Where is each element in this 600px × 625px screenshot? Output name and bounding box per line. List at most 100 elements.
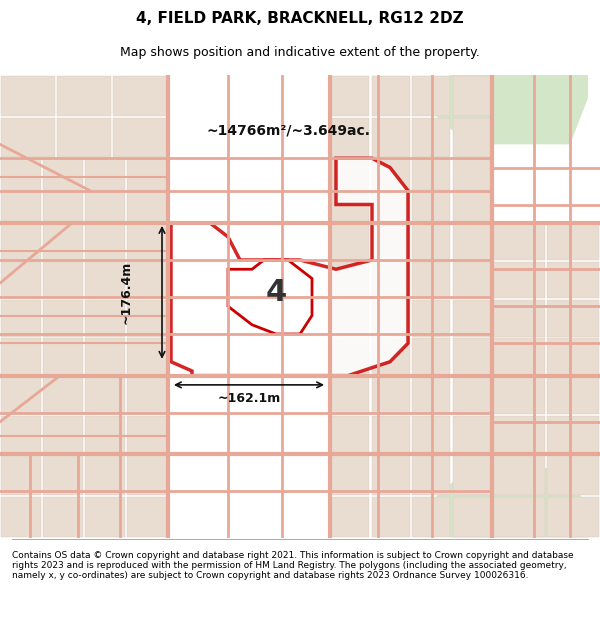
- Bar: [493, 376, 545, 414]
- Bar: [331, 376, 370, 414]
- Bar: [453, 159, 491, 190]
- Bar: [547, 300, 599, 336]
- Bar: [493, 416, 545, 453]
- Bar: [547, 416, 599, 453]
- Bar: [372, 497, 410, 537]
- Bar: [1, 191, 41, 222]
- Bar: [547, 262, 599, 298]
- Bar: [113, 76, 167, 116]
- Bar: [85, 224, 125, 260]
- Bar: [331, 191, 370, 222]
- Bar: [85, 191, 125, 222]
- Bar: [127, 159, 167, 190]
- Bar: [331, 300, 370, 336]
- Bar: [127, 416, 167, 453]
- Bar: [453, 455, 491, 495]
- Bar: [412, 224, 451, 260]
- Bar: [127, 338, 167, 375]
- Bar: [1, 262, 41, 298]
- Bar: [372, 159, 410, 190]
- Bar: [547, 455, 599, 495]
- Bar: [372, 376, 410, 414]
- Bar: [453, 191, 491, 222]
- Bar: [1, 224, 41, 260]
- Bar: [412, 416, 451, 453]
- Bar: [1, 118, 55, 158]
- Bar: [85, 262, 125, 298]
- Bar: [85, 455, 125, 495]
- Bar: [331, 224, 370, 260]
- Bar: [412, 262, 451, 298]
- Bar: [127, 497, 167, 537]
- Bar: [43, 300, 83, 336]
- Bar: [85, 300, 125, 336]
- Bar: [372, 262, 410, 298]
- Bar: [493, 455, 545, 495]
- Text: Contains OS data © Crown copyright and database right 2021. This information is : Contains OS data © Crown copyright and d…: [12, 551, 574, 581]
- Bar: [331, 497, 370, 537]
- Bar: [372, 416, 410, 453]
- Bar: [547, 497, 599, 537]
- Bar: [43, 416, 83, 453]
- Bar: [1, 300, 41, 336]
- Bar: [372, 455, 410, 495]
- Bar: [127, 191, 167, 222]
- Bar: [43, 191, 83, 222]
- Bar: [1, 338, 41, 375]
- Bar: [85, 376, 125, 414]
- Bar: [57, 76, 111, 116]
- Bar: [453, 224, 491, 260]
- Bar: [85, 159, 125, 190]
- Bar: [412, 118, 451, 158]
- Bar: [412, 191, 451, 222]
- Bar: [493, 338, 545, 375]
- Bar: [453, 338, 491, 375]
- Bar: [372, 300, 410, 336]
- Bar: [372, 76, 410, 116]
- Bar: [127, 224, 167, 260]
- Text: 4: 4: [265, 278, 287, 307]
- Bar: [412, 300, 451, 336]
- Bar: [127, 262, 167, 298]
- Bar: [85, 416, 125, 453]
- Bar: [493, 262, 545, 298]
- Bar: [372, 191, 410, 222]
- Bar: [493, 497, 545, 537]
- Bar: [412, 455, 451, 495]
- Bar: [412, 159, 451, 190]
- Text: ~14766m²/~3.649ac.: ~14766m²/~3.649ac.: [206, 124, 370, 138]
- Bar: [43, 497, 83, 537]
- Bar: [412, 376, 451, 414]
- Bar: [331, 455, 370, 495]
- Bar: [453, 376, 491, 414]
- Bar: [57, 118, 111, 158]
- Bar: [1, 416, 41, 453]
- Bar: [453, 416, 491, 453]
- Bar: [453, 76, 491, 116]
- Bar: [1, 76, 55, 116]
- Bar: [43, 338, 83, 375]
- Bar: [331, 76, 370, 116]
- Bar: [331, 338, 370, 375]
- Bar: [85, 338, 125, 375]
- Text: ~162.1m: ~162.1m: [217, 392, 281, 405]
- Bar: [127, 376, 167, 414]
- Bar: [43, 455, 83, 495]
- Bar: [453, 118, 491, 158]
- Bar: [1, 497, 41, 537]
- Polygon shape: [171, 158, 408, 376]
- Text: ~176.4m: ~176.4m: [119, 261, 133, 324]
- Bar: [331, 118, 370, 158]
- Bar: [331, 416, 370, 453]
- Bar: [43, 262, 83, 298]
- Bar: [43, 376, 83, 414]
- Bar: [85, 497, 125, 537]
- Bar: [453, 262, 491, 298]
- Bar: [1, 455, 41, 495]
- Bar: [1, 376, 41, 414]
- Bar: [547, 338, 599, 375]
- Bar: [113, 118, 167, 158]
- Bar: [412, 497, 451, 537]
- Bar: [372, 224, 410, 260]
- Bar: [372, 338, 410, 375]
